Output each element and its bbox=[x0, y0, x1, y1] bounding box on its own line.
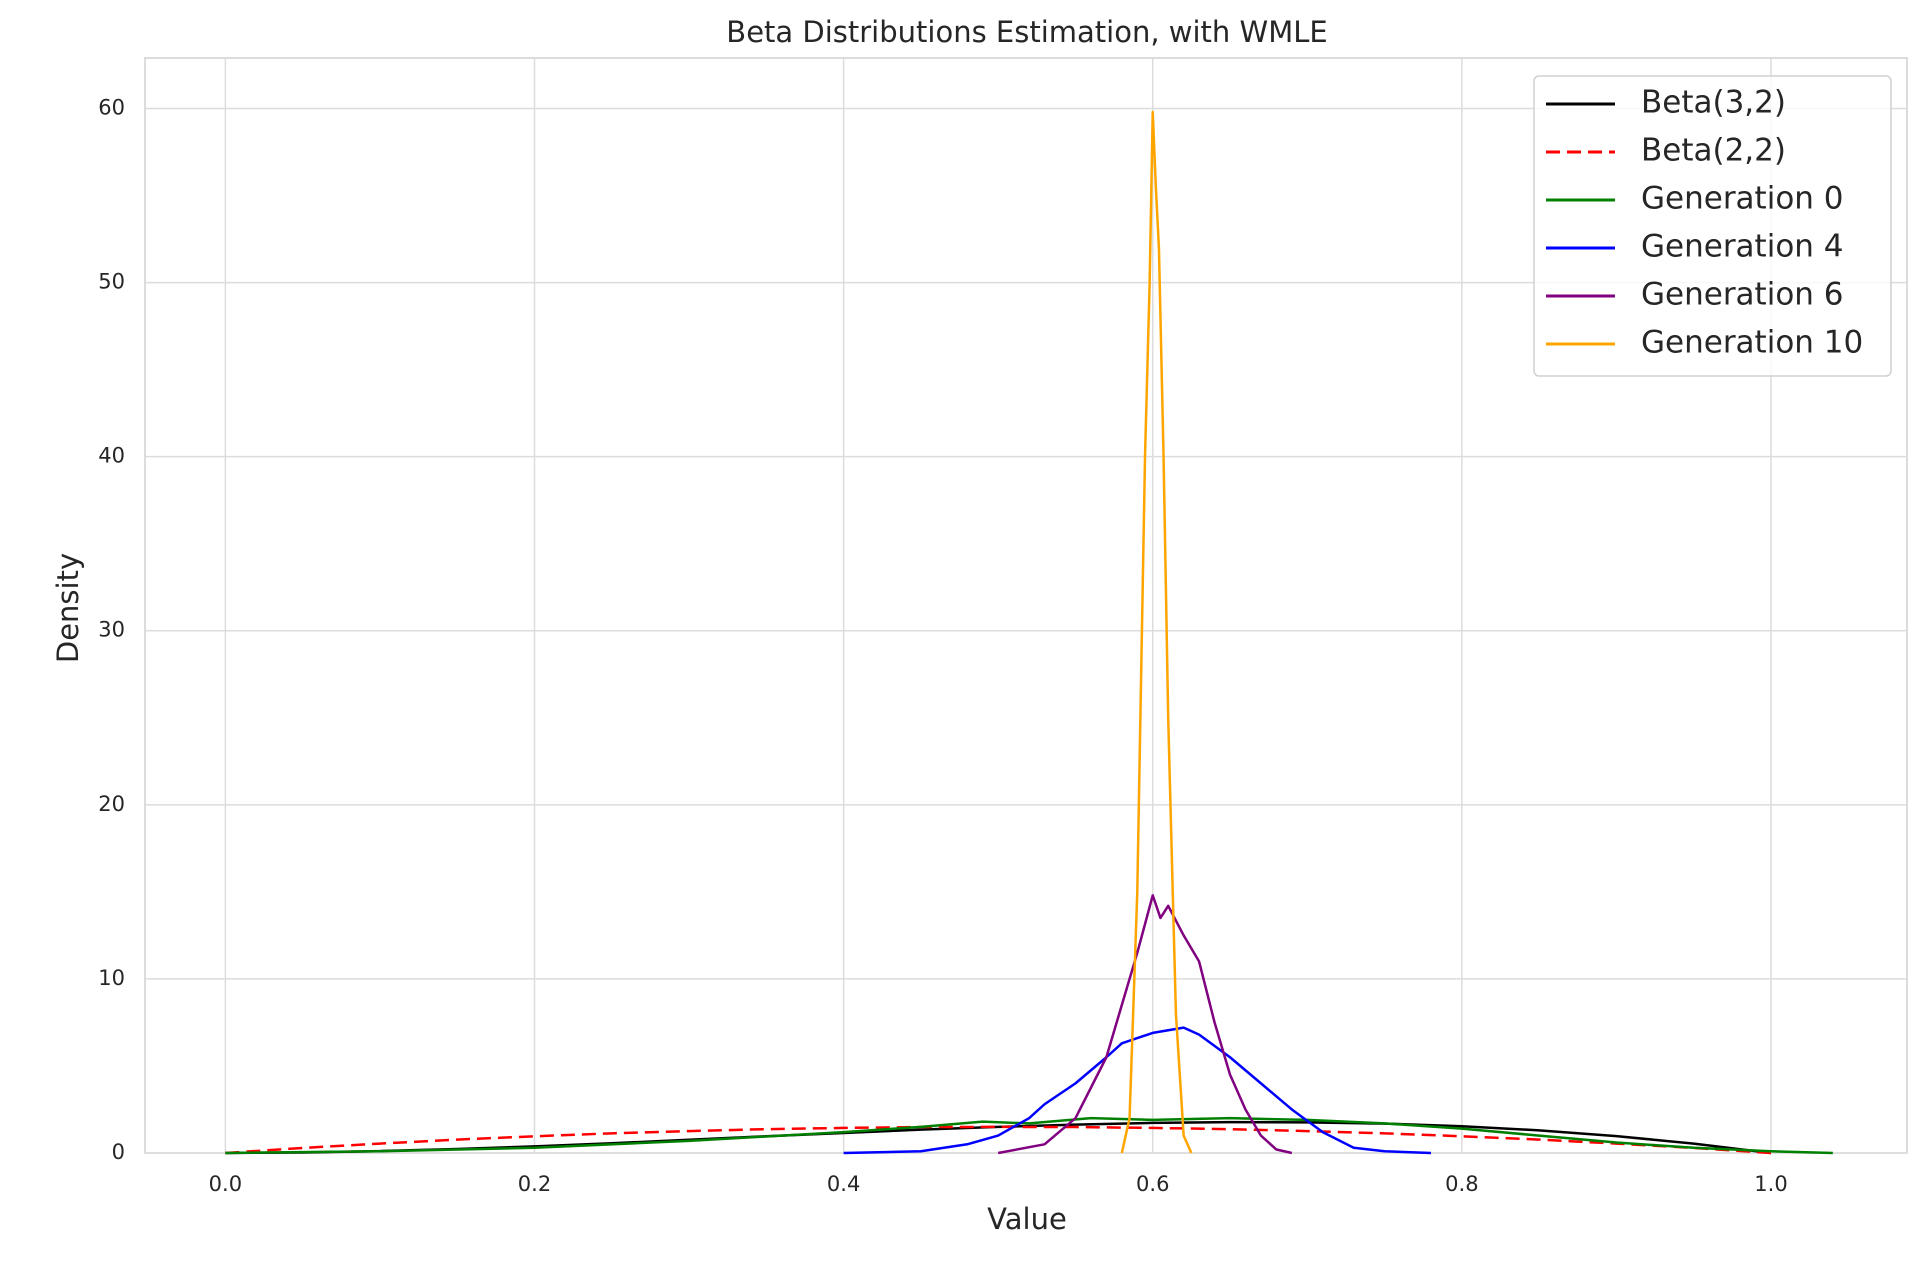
y-tick-label: 60 bbox=[98, 95, 125, 119]
line bbox=[225, 1116, 1833, 1155]
legend-label: Generation 4 bbox=[1641, 229, 1844, 265]
y-axis-label: Density bbox=[51, 553, 85, 663]
y-tick-label: 50 bbox=[98, 270, 125, 294]
y-tick-label: 30 bbox=[98, 618, 125, 642]
x-tick-label: 0.6 bbox=[1136, 1172, 1169, 1196]
legend-label: Beta(3,2) bbox=[1641, 85, 1786, 121]
x-tick-label: 0.8 bbox=[1445, 1172, 1478, 1196]
legend-label: Generation 0 bbox=[1641, 181, 1844, 217]
y-tick-label: 40 bbox=[98, 444, 125, 468]
x-tick-label: 1.0 bbox=[1754, 1172, 1787, 1196]
line bbox=[225, 1125, 1772, 1155]
line bbox=[843, 1026, 1431, 1155]
line bbox=[1120, 110, 1193, 1154]
x-tick-label: 0.0 bbox=[209, 1172, 242, 1196]
legend-label: Generation 10 bbox=[1641, 325, 1863, 361]
legend-label: Generation 6 bbox=[1641, 277, 1844, 313]
legend-label: Beta(2,2) bbox=[1641, 133, 1786, 169]
legend-box bbox=[1533, 75, 1892, 377]
y-tick-label: 0 bbox=[112, 1140, 125, 1164]
x-tick-label: 0.4 bbox=[827, 1172, 860, 1196]
chart-title: Beta Distributions Estimation, with WMLE bbox=[726, 15, 1327, 49]
line bbox=[997, 894, 1293, 1155]
x-tick-label: 0.2 bbox=[518, 1172, 551, 1196]
y-tick-label: 10 bbox=[98, 966, 125, 990]
x-axis-label: Value bbox=[987, 1202, 1067, 1236]
y-tick-label: 20 bbox=[98, 792, 125, 816]
